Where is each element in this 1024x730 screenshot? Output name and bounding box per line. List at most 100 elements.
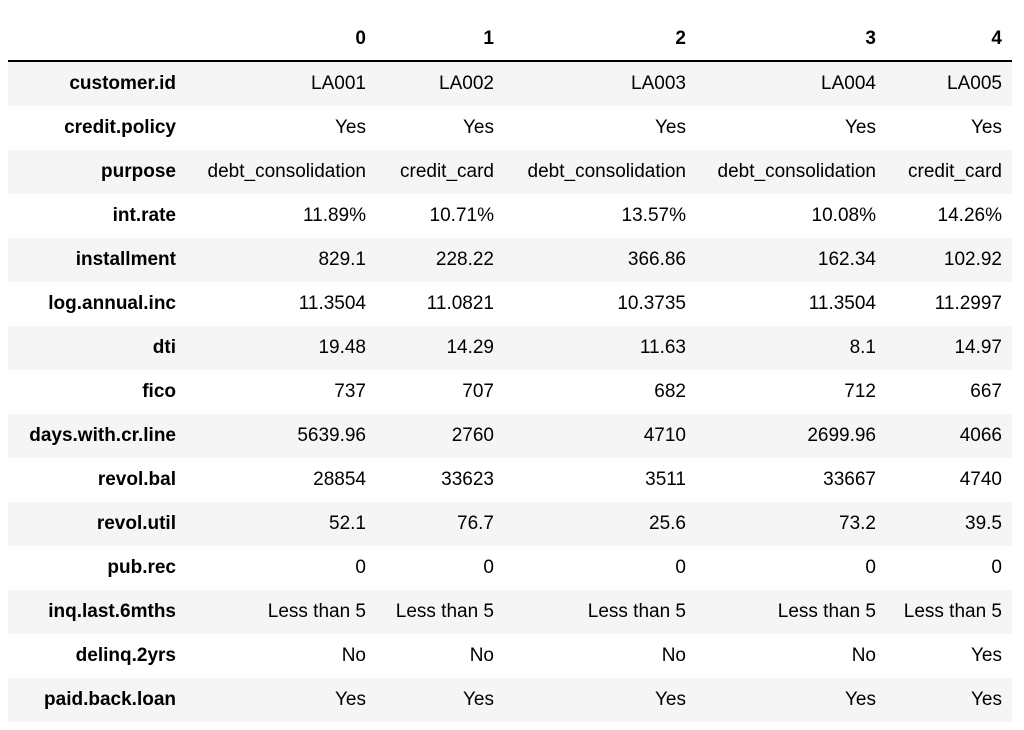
table-cell: Less than 5 (777, 601, 876, 622)
table-row: fico 737 707 682 712 667 (8, 370, 1012, 414)
table-row: revol.bal 28854 33623 3511 33667 4740 (8, 458, 1012, 502)
row-label: fico (142, 381, 176, 402)
table-cell: LA001 (311, 73, 366, 94)
header-row: 0 1 2 3 4 (8, 18, 1012, 62)
table-cell: 11.89% (302, 205, 366, 226)
table-cell: 73.2 (839, 513, 876, 534)
column-header: 2 (504, 18, 696, 62)
table-row: installment 829.1 228.22 366.86 162.34 102.92 (8, 238, 1012, 282)
table-cell: Yes (335, 117, 366, 138)
table-cell: 10.08% (811, 205, 876, 226)
table-cell: LA004 (821, 73, 876, 94)
table-cell: 11.63 (639, 337, 686, 358)
table-cell: Yes (971, 689, 1002, 710)
table-cell: 14.97 (954, 337, 1002, 358)
table-cell: 228.22 (435, 249, 494, 270)
table-cell: 667 (970, 381, 1002, 402)
table-cell: Less than 5 (903, 601, 1002, 622)
table-row: days.with.cr.line 5639.96 2760 4710 2699.96 4… (8, 414, 1012, 458)
table-row: dti 19.48 14.29 11.63 8.1 14.97 (8, 326, 1012, 370)
table-cell: Yes (971, 117, 1002, 138)
table-cell: 0 (991, 557, 1002, 578)
table-cell: 737 (334, 381, 366, 402)
table-cell: debt_consolidation (527, 161, 686, 182)
table-cell: 10.3735 (617, 293, 686, 314)
row-label: purpose (101, 161, 176, 182)
table-cell: 162.34 (817, 249, 876, 270)
table-cell: 14.26% (937, 205, 1002, 226)
table-cell: 707 (462, 381, 494, 402)
table-cell: 33623 (441, 469, 494, 490)
table-cell: 11.2997 (934, 293, 1002, 314)
table-cell: No (851, 645, 876, 666)
dataframe-table: 0 1 2 3 4 customer.id LA001 LA002 LA003 LA00… (8, 18, 1012, 722)
row-label: inq.last.6mths (48, 601, 176, 622)
row-label: pub.rec (107, 557, 176, 578)
table-cell: 5639.96 (297, 425, 366, 446)
table-row: credit.policy Yes Yes Yes Yes Yes (8, 106, 1012, 150)
table-row: int.rate 11.89% 10.71% 13.57% 10.08% 14.26% (8, 194, 1012, 238)
table-cell: 25.6 (649, 513, 686, 534)
table-cell: debt_consolidation (207, 161, 366, 182)
table-cell: 682 (654, 381, 686, 402)
table-cell: 366.86 (627, 249, 686, 270)
table-cell: 39.5 (965, 513, 1002, 534)
dataframe-output: 0 1 2 3 4 customer.id LA001 LA002 LA003 LA00… (8, 18, 1012, 722)
table-cell: 2760 (451, 425, 494, 446)
table-row: paid.back.loan Yes Yes Yes Yes Yes (8, 678, 1012, 722)
table-body: customer.id LA001 LA002 LA003 LA004 LA005 cred… (8, 61, 1012, 722)
table-cell: 10.71% (429, 205, 494, 226)
column-header: 1 (376, 18, 504, 62)
table-row: log.annual.inc 11.3504 11.0821 10.3735 11.35… (8, 282, 1012, 326)
index-header-cell (8, 18, 186, 62)
row-label: paid.back.loan (44, 689, 176, 710)
table-cell: 11.0821 (426, 293, 494, 314)
table-cell: 11.3504 (298, 293, 366, 314)
table-row: delinq.2yrs No No No No Yes (8, 634, 1012, 678)
table-cell: credit_card (400, 161, 494, 182)
table-cell: 3511 (645, 469, 686, 490)
row-label: days.with.cr.line (29, 425, 176, 446)
table-row: revol.util 52.1 76.7 25.6 73.2 39.5 (8, 502, 1012, 546)
table-cell: Yes (971, 645, 1002, 666)
table-header: 0 1 2 3 4 (8, 18, 1012, 62)
table-cell: 28854 (313, 469, 366, 490)
row-label: revol.util (96, 513, 176, 534)
table-cell: 0 (483, 557, 494, 578)
table-cell: 829.1 (318, 249, 366, 270)
table-cell: Less than 5 (267, 601, 366, 622)
table-row: pub.rec 0 0 0 0 0 (8, 546, 1012, 590)
column-header: 3 (696, 18, 886, 62)
table-cell: Less than 5 (587, 601, 686, 622)
table-cell: 14.29 (446, 337, 494, 358)
table-cell: 33667 (823, 469, 876, 490)
table-cell: LA005 (947, 73, 1002, 94)
table-cell: 11.3504 (808, 293, 876, 314)
row-label: dti (152, 337, 176, 358)
row-label: revol.bal (97, 469, 176, 490)
table-cell: 2699.96 (807, 425, 876, 446)
row-label: credit.policy (64, 117, 176, 138)
row-label: installment (75, 249, 176, 270)
table-cell: No (661, 645, 686, 666)
table-cell: 0 (865, 557, 876, 578)
table-cell: 4066 (959, 425, 1002, 446)
table-row: customer.id LA001 LA002 LA003 LA004 LA005 (8, 61, 1012, 106)
table-cell: LA002 (439, 73, 494, 94)
column-header: 0 (186, 18, 376, 62)
table-cell: Less than 5 (395, 601, 494, 622)
table-cell: Yes (463, 689, 494, 710)
table-cell: No (469, 645, 494, 666)
row-label: log.annual.inc (48, 293, 176, 314)
table-row: purpose debt_consolidation credit_card debt… (8, 150, 1012, 194)
table-cell: Yes (463, 117, 494, 138)
table-cell: Yes (845, 117, 876, 138)
table-cell: Yes (655, 117, 686, 138)
table-cell: debt_consolidation (717, 161, 876, 182)
table-cell: 13.57% (621, 205, 686, 226)
table-cell: Yes (335, 689, 366, 710)
table-cell: credit_card (908, 161, 1002, 182)
table-cell: 8.1 (849, 337, 876, 358)
row-label: customer.id (69, 73, 176, 94)
row-label: delinq.2yrs (75, 645, 176, 666)
